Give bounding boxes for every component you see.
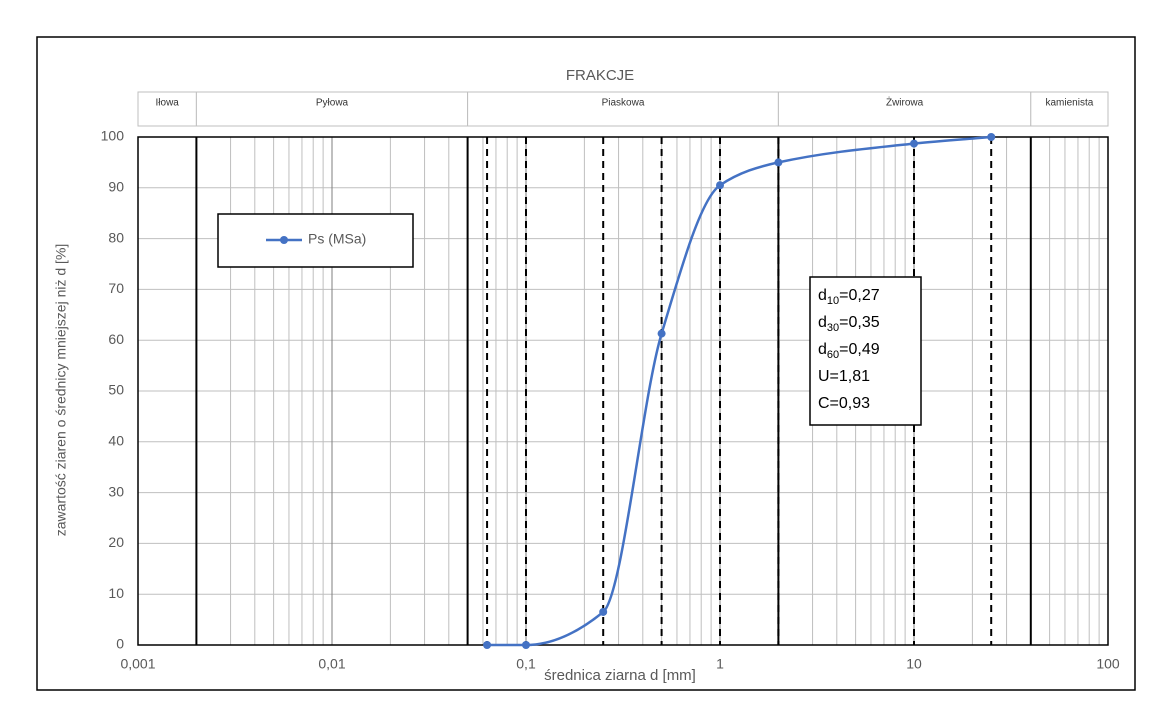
data-point [987, 133, 996, 141]
data-point [522, 641, 530, 649]
data-point [716, 181, 724, 190]
fraction-label: Pyłowa [316, 98, 349, 109]
y-tick-label: 50 [108, 382, 124, 398]
series-line [487, 135, 992, 647]
annotation-base: d [818, 341, 827, 358]
y-tick-label: 40 [108, 433, 124, 449]
annotation-base: C=0,93 [818, 395, 870, 412]
y-tick-label: 30 [108, 483, 124, 499]
y-tick-label: 60 [108, 331, 124, 347]
x-tick-label: 100 [1096, 656, 1120, 672]
annotation-base: d [818, 314, 827, 331]
y-tick-label: 80 [108, 229, 124, 245]
fraction-label: kamienista [1045, 98, 1093, 109]
x-tick-label: 0,1 [516, 656, 536, 672]
legend-label: Ps (MSa) [308, 231, 366, 247]
fraction-box [1030, 91, 1109, 127]
annotation-rest: =0,35 [839, 314, 880, 331]
fraction-box [467, 91, 779, 127]
fraction-label: Iłowa [156, 98, 180, 109]
x-tick-label: 0,001 [120, 656, 155, 672]
legend-box [217, 213, 414, 268]
fraction-box [137, 91, 197, 127]
y-tick-label: 100 [101, 128, 125, 144]
data-point [910, 139, 918, 148]
legend-marker [280, 236, 288, 244]
data-point [657, 329, 666, 338]
annotation-line: d60=0,49 [818, 341, 880, 361]
annotation-base: U=1,81 [818, 368, 870, 385]
data-point [774, 158, 783, 167]
data-point [483, 641, 492, 649]
fraction-box [777, 91, 1032, 127]
x-tick-label: 0,01 [318, 656, 345, 672]
annotation-line: C=0,93 [818, 395, 870, 412]
annotation-sub: 10 [827, 295, 839, 307]
x-tick-label: 1 [716, 656, 724, 672]
annotation-line: U=1,81 [818, 368, 870, 385]
y-tick-label: 70 [108, 280, 124, 296]
annotation-sub: 30 [827, 322, 839, 334]
annotation-box [809, 276, 922, 426]
annotation-line: d10=0,27 [818, 287, 880, 307]
annotation-base: d [818, 287, 827, 304]
annotation-sub: 60 [827, 349, 839, 361]
annotation-rest: =0,49 [839, 341, 880, 358]
y-tick-label: 0 [116, 636, 124, 652]
fractions-title: FRAKCJE [566, 67, 634, 84]
annotation-rest: =0,27 [839, 287, 880, 304]
y-axis-label: zawartość ziaren o średnicy mniejszej ni… [53, 244, 69, 537]
x-tick-label: 10 [906, 656, 922, 672]
y-tick-label: 90 [108, 179, 124, 195]
fraction-label: Żwirowa [886, 96, 924, 109]
y-tick-label: 20 [108, 534, 124, 550]
data-point [599, 607, 608, 616]
plot-frame [137, 136, 1109, 646]
annotation-line: d30=0,35 [818, 314, 880, 334]
y-tick-label: 10 [108, 585, 124, 601]
fraction-box [195, 91, 469, 127]
x-axis-label: średnica ziarna d [mm] [544, 667, 696, 684]
fraction-label: Piaskowa [602, 98, 645, 109]
chart-border [36, 36, 1136, 691]
